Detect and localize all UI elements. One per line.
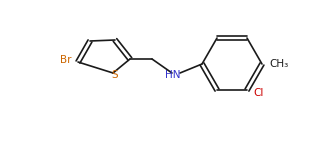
Text: Cl: Cl	[253, 88, 263, 98]
Text: S: S	[112, 70, 118, 80]
Text: HN: HN	[165, 70, 181, 80]
Text: Br: Br	[60, 55, 72, 65]
Text: CH₃: CH₃	[269, 59, 288, 69]
